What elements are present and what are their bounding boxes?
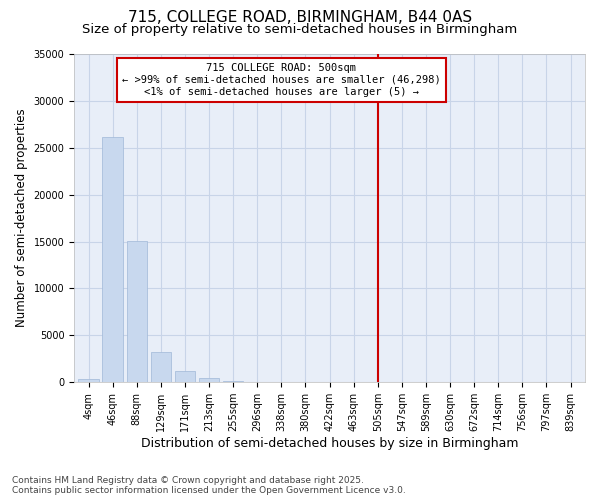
Bar bbox=[175, 371, 195, 382]
Bar bbox=[103, 138, 123, 382]
X-axis label: Distribution of semi-detached houses by size in Birmingham: Distribution of semi-detached houses by … bbox=[141, 437, 518, 450]
Bar bbox=[127, 240, 147, 382]
Text: Size of property relative to semi-detached houses in Birmingham: Size of property relative to semi-detach… bbox=[82, 22, 518, 36]
Text: 715 COLLEGE ROAD: 500sqm
← >99% of semi-detached houses are smaller (46,298)
<1%: 715 COLLEGE ROAD: 500sqm ← >99% of semi-… bbox=[122, 64, 441, 96]
Bar bbox=[199, 378, 220, 382]
Text: Contains HM Land Registry data © Crown copyright and database right 2025.
Contai: Contains HM Land Registry data © Crown c… bbox=[12, 476, 406, 495]
Bar bbox=[223, 380, 244, 382]
Y-axis label: Number of semi-detached properties: Number of semi-detached properties bbox=[15, 109, 28, 328]
Text: 715, COLLEGE ROAD, BIRMINGHAM, B44 0AS: 715, COLLEGE ROAD, BIRMINGHAM, B44 0AS bbox=[128, 10, 472, 25]
Bar bbox=[151, 352, 171, 382]
Bar bbox=[79, 378, 99, 382]
